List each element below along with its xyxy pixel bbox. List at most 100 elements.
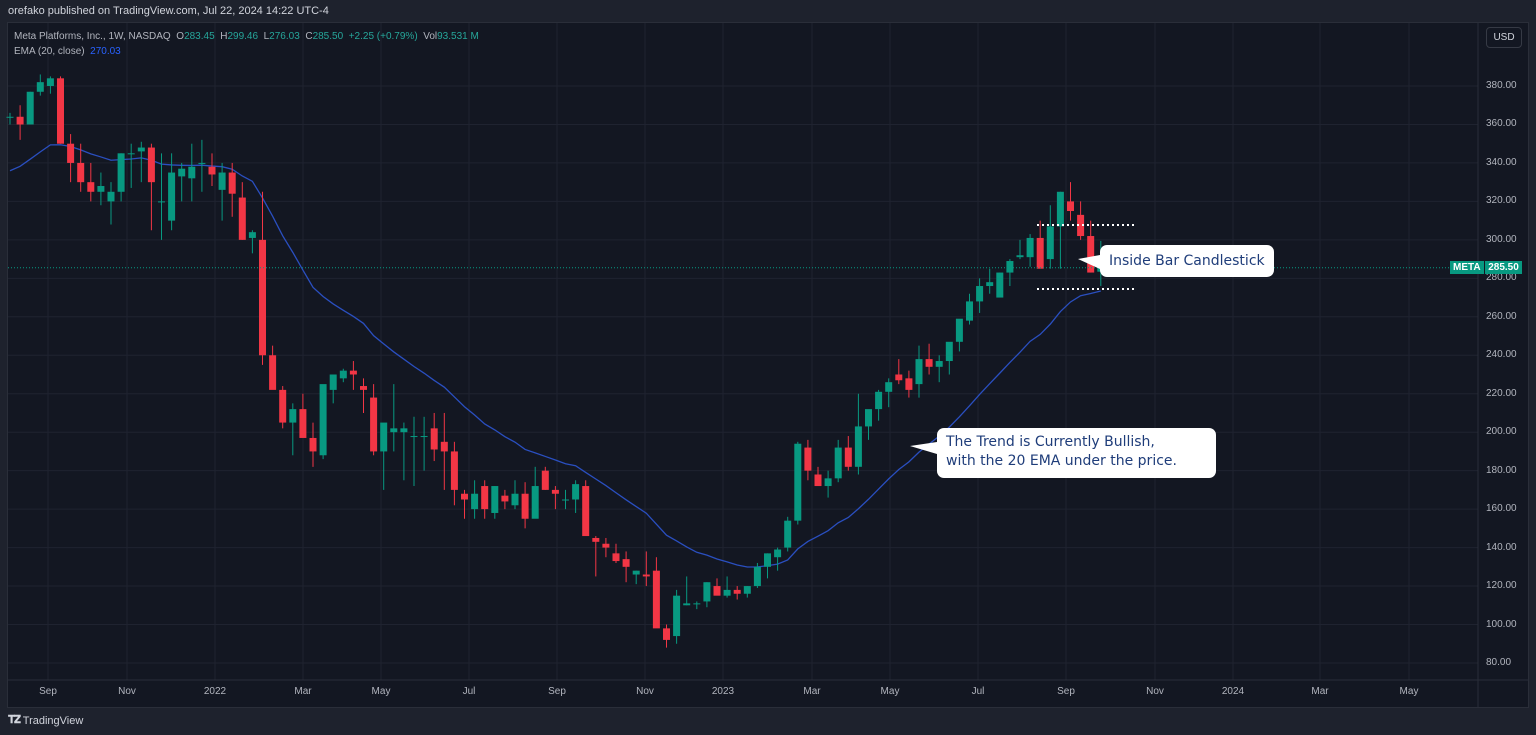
candle-body bbox=[218, 172, 226, 190]
candle-body bbox=[329, 374, 337, 390]
inside-bar-text: Inside Bar Candlestick bbox=[1109, 253, 1265, 269]
candle-body bbox=[248, 232, 256, 238]
candle-body bbox=[259, 239, 266, 356]
candle-body bbox=[541, 470, 549, 490]
candle-body bbox=[1087, 236, 1095, 273]
candle-body bbox=[440, 441, 448, 452]
candle-body bbox=[420, 436, 428, 438]
plot-background bbox=[8, 23, 1478, 680]
candle-body bbox=[794, 443, 802, 521]
currency-button[interactable]: USD bbox=[1486, 27, 1522, 48]
trend-text-line2: with the 20 EMA under the price. bbox=[946, 453, 1177, 469]
price-tick-label: 180.00 bbox=[1486, 464, 1517, 476]
candle-body bbox=[1036, 237, 1044, 269]
candle-body bbox=[309, 437, 317, 452]
candle-body bbox=[521, 493, 529, 519]
time-tick-label: May bbox=[880, 686, 900, 697]
candle-body bbox=[299, 409, 307, 438]
candle-body bbox=[582, 486, 590, 537]
symbol-legend-row[interactable]: Meta Platforms, Inc., 1W, NASDAQ O283.45… bbox=[14, 29, 479, 44]
time-tick-label: 2024 bbox=[1221, 686, 1245, 697]
time-tick-label: Nov bbox=[636, 686, 654, 697]
low-value: 276.03 bbox=[269, 31, 300, 42]
candle-body bbox=[551, 489, 559, 494]
candle-body bbox=[652, 570, 660, 629]
time-tick-label: Nov bbox=[1146, 686, 1164, 697]
price-tick-label: 300.00 bbox=[1486, 233, 1517, 245]
trend-text-line1: The Trend is Currently Bullish, bbox=[946, 434, 1155, 450]
candle-body bbox=[784, 520, 792, 548]
tradingview-brand: TradingView bbox=[22, 714, 84, 727]
candle-body bbox=[107, 191, 115, 202]
volume-label: Vol bbox=[423, 31, 438, 42]
symbol-price-tag: META bbox=[1450, 261, 1484, 274]
candle-body bbox=[77, 162, 85, 183]
change-value: +2.25 (+0.79%) bbox=[348, 31, 418, 42]
candle-body bbox=[612, 553, 620, 562]
candle-body bbox=[97, 186, 105, 192]
candle-body bbox=[501, 495, 509, 502]
candle-body bbox=[198, 162, 206, 164]
candle-body bbox=[147, 147, 155, 183]
candle-body bbox=[400, 428, 408, 433]
candle-body bbox=[57, 78, 64, 144]
candle-body bbox=[865, 409, 872, 427]
time-tick-label: May bbox=[371, 686, 391, 697]
last-price-tag: 285.50 bbox=[1485, 261, 1522, 274]
candle-body bbox=[895, 374, 903, 381]
candle-body bbox=[683, 603, 691, 606]
candle-body bbox=[592, 537, 600, 542]
high-label: H bbox=[220, 31, 228, 42]
candle-body bbox=[188, 166, 196, 179]
candle-body bbox=[915, 359, 923, 385]
time-tick-label: May bbox=[1399, 686, 1419, 697]
price-tick-label: 380.00 bbox=[1486, 80, 1517, 91]
candle-body bbox=[279, 389, 287, 423]
published-attribution: orefako published on TradingView.com, Ju… bbox=[8, 5, 329, 17]
candle-body bbox=[127, 153, 135, 155]
candle-body bbox=[602, 543, 610, 548]
candle-body bbox=[764, 553, 771, 567]
candle-body bbox=[228, 172, 236, 194]
price-tick-label: 320.00 bbox=[1486, 195, 1517, 207]
candle-body bbox=[471, 493, 479, 510]
candle-body bbox=[117, 153, 125, 192]
trend-callout[interactable]: The Trend is Currently Bullish, with the… bbox=[910, 428, 1216, 478]
time-tick-label: 2023 bbox=[711, 686, 735, 697]
candle-body bbox=[632, 570, 640, 575]
price-tick-label: 340.00 bbox=[1486, 156, 1517, 168]
candle-body bbox=[1016, 255, 1024, 258]
candle-body bbox=[935, 361, 943, 367]
symbol-info: Meta Platforms, Inc., 1W, NASDAQ bbox=[14, 31, 171, 42]
candle-body bbox=[693, 603, 701, 605]
chart-legend: Meta Platforms, Inc., 1W, NASDAQ O283.45… bbox=[14, 29, 479, 59]
time-tick-label: Mar bbox=[294, 686, 312, 697]
price-tick-label: 260.00 bbox=[1486, 310, 1517, 322]
candle-body bbox=[87, 182, 95, 192]
candle-body bbox=[562, 499, 569, 501]
candle-body bbox=[733, 589, 741, 594]
candle-body bbox=[1056, 191, 1064, 227]
candle-body bbox=[1046, 226, 1054, 260]
price-tick-label: 200.00 bbox=[1486, 426, 1517, 438]
candle-body bbox=[774, 549, 782, 558]
ema-legend-row[interactable]: EMA (20, close) 270.03 bbox=[14, 44, 479, 59]
candle-body bbox=[663, 628, 670, 640]
candle-body bbox=[339, 370, 347, 379]
time-tick-label: Sep bbox=[548, 686, 566, 697]
inside-bar-callout[interactable]: Inside Bar Candlestick bbox=[1078, 245, 1274, 277]
candle-body bbox=[178, 168, 186, 177]
candle-body bbox=[673, 595, 681, 637]
candle-body bbox=[491, 486, 499, 513]
candle-body bbox=[723, 589, 731, 596]
tradingview-logo[interactable]: 𝐓𝐙 TradingView bbox=[8, 714, 83, 727]
candle-body bbox=[349, 370, 357, 375]
time-tick-label: Mar bbox=[803, 686, 821, 697]
time-tick-label: Mar bbox=[1311, 686, 1329, 697]
candle-body bbox=[642, 574, 650, 577]
candle-body bbox=[410, 436, 418, 438]
ema-label: EMA (20, close) bbox=[14, 46, 85, 57]
candle-body bbox=[976, 286, 984, 302]
time-tick-label: 2022 bbox=[203, 686, 227, 697]
